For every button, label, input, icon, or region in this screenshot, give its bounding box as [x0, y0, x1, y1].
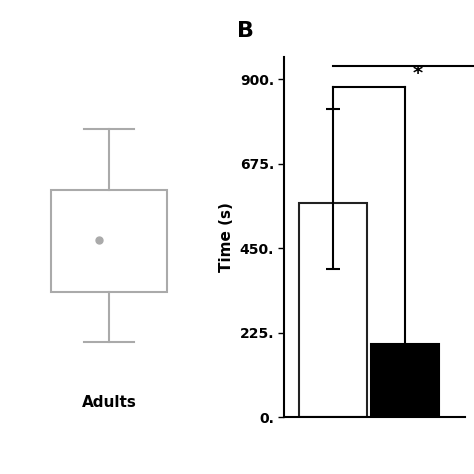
Bar: [371, 344, 439, 417]
Bar: [51, 190, 167, 292]
Text: Adults: Adults: [82, 395, 137, 410]
Text: *: *: [413, 64, 423, 83]
Text: B: B: [237, 21, 254, 41]
Y-axis label: Time (s): Time (s): [219, 202, 234, 272]
Bar: [299, 203, 367, 417]
